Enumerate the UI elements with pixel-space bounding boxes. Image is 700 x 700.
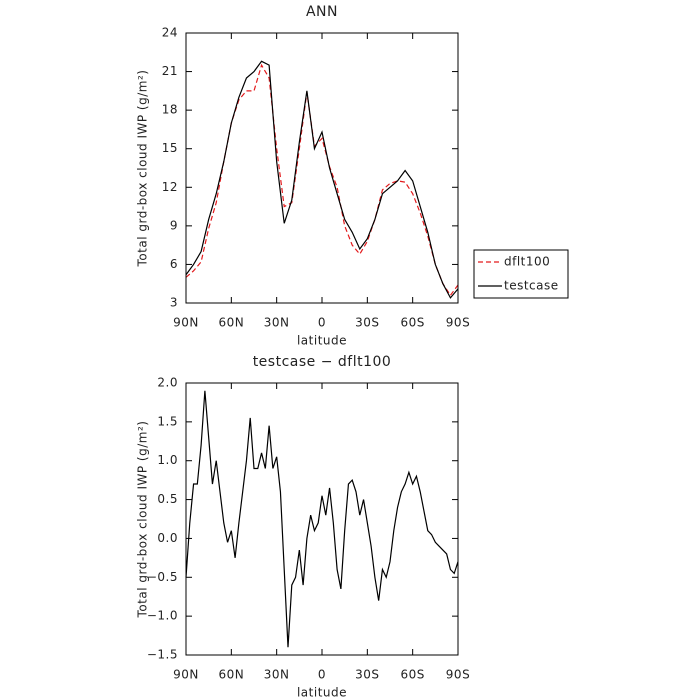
y-tick-label: 21 [162,64,178,78]
x-axis-label: latitude [297,686,347,700]
y-tick-label: 12 [162,180,178,194]
y-tick-label: 0.0 [157,531,178,545]
legend-box [473,249,569,299]
y-tick-label: 6 [170,257,178,271]
x-tick-label: 30N [264,668,290,682]
y-tick-label: −1.5 [147,648,178,662]
x-tick-label: 60S [400,316,424,330]
y-tick-label: −1.0 [147,609,178,623]
x-tick-label: 60S [400,668,424,682]
x-tick-label: 90S [446,668,470,682]
y-axis-label: Total grd-box cloud IWP (g/m²) [136,70,150,268]
plot-frame [185,32,459,304]
x-tick-label: 0 [318,668,326,682]
x-axis-label: latitude [297,334,347,348]
chart-title: ANN [306,4,338,20]
y-tick-label: 15 [162,141,178,155]
y-tick-label: 1.0 [157,453,178,467]
y-tick-label: 18 [162,103,178,117]
x-tick-label: 30S [355,668,379,682]
y-tick-label: 9 [170,218,178,232]
x-tick-label: 60N [218,668,244,682]
x-tick-label: 30S [355,316,379,330]
data-line [185,63,459,297]
y-axis-label: Total grd-box cloud IWP (g/m²) [136,421,150,619]
x-tick-label: 0 [318,316,326,330]
x-tick-label: 30N [264,316,290,330]
x-tick-label: 90S [446,316,470,330]
x-tick-label: 90N [173,668,199,682]
data-line [185,390,459,648]
chart-title: testcase − dflt100 [253,354,392,370]
data-line [185,60,459,299]
legend-label: testcase [504,279,559,293]
y-tick-label: 0.5 [157,492,178,506]
x-tick-label: 90N [173,316,199,330]
y-tick-label: 24 [162,26,178,40]
y-tick-label: 2.0 [157,376,178,390]
legend-label: dflt100 [504,255,550,269]
y-tick-label: 1.5 [157,414,178,428]
plot-frame [185,382,459,656]
x-tick-label: 60N [218,316,244,330]
y-tick-label: −0.5 [147,570,178,584]
y-tick-label: 3 [170,296,178,310]
